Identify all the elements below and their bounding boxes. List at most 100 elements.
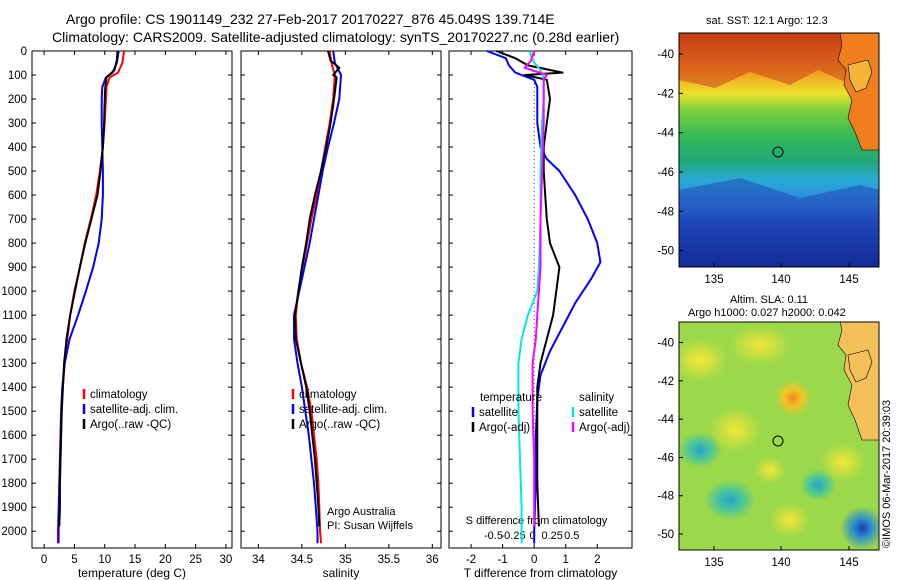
- salinity-panel: 34 34.5 35 35.5 36 salinity climatology satelli…: [240, 50, 442, 580]
- sla-land-tasmania: [847, 349, 873, 383]
- depth-tick-label: 2000: [1, 526, 27, 538]
- legend-label: climatology: [90, 389, 148, 401]
- x-tick-label: -2: [466, 554, 476, 566]
- top-tick-label: 0: [530, 530, 536, 542]
- x-tick-label: 35.5: [378, 554, 400, 566]
- map-x-tick-label: 135: [704, 274, 723, 286]
- x-tick-label: 15: [129, 554, 142, 566]
- top-tick-label: -0.25: [501, 530, 526, 542]
- map-x-tick-label: 135: [704, 557, 723, 569]
- map-y-tick-label: -50: [657, 246, 674, 258]
- series-line-sal_satellite: [517, 50, 545, 544]
- map-y-tick-label: -46: [657, 167, 674, 179]
- x-tick-label: 35: [339, 554, 352, 566]
- map-x-tick-label: 140: [771, 557, 790, 569]
- depth-tick-label: 700: [8, 214, 27, 226]
- panel-annotation: Argo Australia: [327, 506, 396, 518]
- legend-label: climatology: [299, 389, 357, 401]
- sst-map: sat. SST: 12.1 Argo: 12.3 135 140 145 -40 -4…: [657, 15, 880, 286]
- sst-land-tasmania: [847, 59, 873, 93]
- x-tick-label: 25: [189, 554, 202, 566]
- legend-label: Argo(-adj): [579, 422, 630, 434]
- sst-map-frame: [678, 32, 880, 268]
- depth-tick-label: 900: [8, 262, 27, 274]
- difference-top-xlabel: S difference from climatology: [466, 515, 608, 527]
- depth-tick-label: 400: [8, 142, 27, 154]
- map-x-tick-label: 140: [771, 274, 790, 286]
- depth-tick-label: 100: [8, 70, 27, 82]
- map-y-tick-label: -50: [657, 529, 674, 541]
- top-tick-label: -0.5: [484, 530, 503, 542]
- x-tick-label: 34.5: [291, 554, 313, 566]
- map-y-tick-label: -40: [657, 338, 674, 350]
- depth-tick-label: 1200: [1, 334, 27, 346]
- x-tick-label: -1: [498, 554, 508, 566]
- legend-label: Argo(..raw -QC): [90, 419, 171, 431]
- map-y-tick-label: -48: [657, 491, 674, 503]
- legend-label: Argo(..raw -QC): [299, 419, 380, 431]
- series-line-sal_argo: [523, 50, 548, 527]
- sst-warm-patch: [679, 33, 879, 88]
- depth-tick-label: 1500: [1, 406, 27, 418]
- x-tick-label: 5: [71, 554, 77, 566]
- legend-label: satellite: [479, 407, 518, 419]
- top-tick-label: 0.5: [564, 530, 579, 542]
- depth-tick-label: 1300: [1, 358, 27, 370]
- depth-tick-label: 0: [21, 46, 27, 58]
- sla-map-frame: [678, 321, 880, 551]
- legend-label: satellite-adj. clim.: [90, 404, 178, 416]
- series-line-argo: [293, 50, 341, 527]
- map-y-tick-label: -42: [657, 88, 674, 100]
- depth-tick-label: 600: [8, 190, 27, 202]
- legend-header-temperature: temperature: [480, 392, 542, 404]
- depth-tick-label: 1400: [1, 382, 27, 394]
- x-tick-label: 34: [252, 554, 265, 566]
- series-line-argo: [58, 50, 119, 527]
- x-tick-label: 30: [220, 554, 233, 566]
- depth-tick-label: 200: [8, 94, 27, 106]
- sla-argo-marker: [772, 435, 784, 447]
- map-y-tick-label: -46: [657, 452, 674, 464]
- x-tick-label: 10: [98, 554, 111, 566]
- x-tick-label: 36: [426, 554, 439, 566]
- temperature-panel: 0100200300400500600700800900100011001200…: [1, 46, 233, 580]
- depth-tick-label: 800: [8, 238, 27, 250]
- x-tick-label: 0: [531, 554, 537, 566]
- map-x-tick-label: 145: [839, 557, 858, 569]
- sst-map-title: sat. SST: 12.1 Argo: 12.3: [706, 15, 828, 27]
- difference-xlabel: T difference from climatology: [464, 566, 618, 580]
- map-y-tick-label: -42: [657, 376, 674, 388]
- temperature-frame: [31, 50, 233, 549]
- sla-map-title-2: Argo h1000: 0.027 h2000: 0.042: [688, 307, 846, 319]
- map-x-tick-label: 145: [839, 274, 858, 286]
- x-tick-label: 0: [41, 554, 47, 566]
- difference-panel: -2 -1 0 1 2T difference from climatology S di…: [448, 50, 633, 580]
- legend-label: satellite: [579, 407, 618, 419]
- imos-timestamp: ©IMOS 06-Mar-2017 20:39:03: [881, 400, 893, 548]
- legend-header-salinity: salinity: [579, 392, 614, 404]
- difference-frame: [448, 50, 633, 549]
- x-tick-label: 1: [563, 554, 569, 566]
- sst-argo-marker: [772, 146, 784, 158]
- depth-tick-label: 1000: [1, 286, 27, 298]
- panel-annotation: PI: Susan Wijffels: [327, 520, 413, 532]
- depth-tick-label: 1700: [1, 454, 27, 466]
- sst-cold-patch: [679, 178, 879, 267]
- sla-map-title-1: Altim. SLA: 0.11: [730, 294, 808, 306]
- depth-tick-label: 1100: [2, 310, 27, 322]
- depth-tick-label: 300: [8, 118, 27, 130]
- depth-tick-label: 1900: [1, 502, 27, 514]
- legend-label: satellite-adj. clim.: [299, 404, 387, 416]
- header-line-1: Argo profile: CS 1901149_232 27-Feb-2017…: [66, 11, 555, 27]
- depth-tick-label: 1800: [1, 478, 27, 490]
- map-y-tick-label: -44: [657, 128, 674, 140]
- salinity-xlabel: salinity: [323, 566, 360, 580]
- x-tick-label: 20: [159, 554, 172, 566]
- map-y-tick-label: -40: [657, 49, 674, 61]
- map-y-tick-label: -48: [657, 206, 674, 218]
- x-tick-label: 2: [594, 554, 600, 566]
- sla-map: Altim. SLA: 0.11 Argo h1000: 0.027 h2000…: [657, 294, 880, 569]
- depth-tick-label: 500: [8, 166, 27, 178]
- salinity-frame: [240, 50, 442, 549]
- depth-tick-label: 1600: [1, 430, 27, 442]
